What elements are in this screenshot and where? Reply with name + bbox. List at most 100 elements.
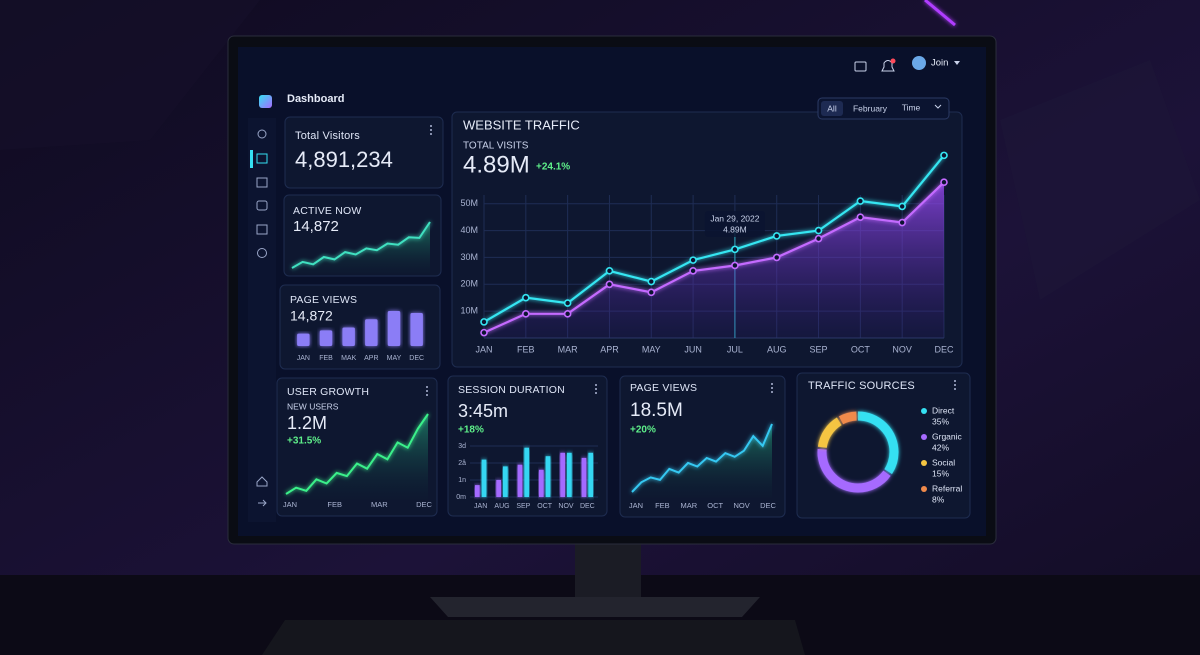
kpi-value: 1.2M — [287, 413, 327, 433]
menu-dot[interactable] — [954, 388, 956, 390]
nav-icon[interactable] — [256, 177, 268, 188]
card-subtitle: NEW USERS — [287, 401, 339, 411]
menu-dot[interactable] — [954, 384, 956, 386]
kpi-change: +24.1% — [536, 162, 570, 173]
settings-icon[interactable] — [257, 248, 267, 258]
bell-icon[interactable] — [881, 60, 895, 72]
bar — [560, 452, 565, 497]
bar — [496, 480, 501, 497]
filter-option[interactable]: Time — [902, 102, 921, 112]
menu-dot[interactable] — [426, 390, 428, 392]
kpi-value: 14,872 — [290, 308, 333, 324]
menu-dot[interactable] — [595, 384, 597, 386]
x-tick-label: SEP — [516, 503, 530, 510]
bar — [503, 466, 508, 497]
legend-dot — [921, 408, 927, 414]
legend-label: Grganic — [932, 431, 963, 441]
nav-icon[interactable] — [256, 153, 268, 164]
x-tick-label: JAN — [629, 501, 643, 510]
point — [689, 267, 697, 275]
bar — [524, 447, 530, 497]
bar — [410, 313, 423, 346]
nav-icon[interactable] — [256, 200, 268, 211]
kpi-value: 4.89M — [463, 151, 530, 178]
user-caret[interactable] — [954, 61, 960, 65]
card-subtitle: TOTAL VISITS — [463, 141, 529, 152]
menu-dot[interactable] — [771, 383, 773, 385]
y-tick-label: 2â — [458, 460, 466, 467]
card-title: PAGE VIEWS — [630, 382, 697, 394]
x-tick-label: OCT — [707, 501, 723, 510]
menu-dot[interactable] — [430, 129, 432, 131]
nav-icon[interactable] — [256, 224, 268, 235]
y-tick-label: 20M — [460, 279, 478, 289]
point — [940, 178, 948, 187]
point — [814, 226, 823, 235]
avatar[interactable] — [912, 56, 926, 70]
x-tick-label: DEC — [580, 503, 595, 510]
x-tick-label: MAR — [558, 344, 579, 354]
kpi-change: +31.5% — [287, 436, 321, 447]
donut-segment — [817, 411, 899, 493]
card-title: ACTIVE NOW — [293, 205, 362, 217]
x-tick-label: APR — [364, 355, 378, 362]
legend-dot — [921, 486, 927, 492]
kpi-value: 3:45m — [458, 401, 508, 421]
legend-value: 8% — [932, 494, 945, 504]
filter-bar — [817, 97, 950, 120]
x-tick-label: JUL — [727, 344, 743, 354]
point — [605, 267, 614, 275]
point — [689, 256, 697, 264]
menu-dot[interactable] — [954, 380, 956, 382]
wall-panel — [0, 0, 260, 150]
home-icon[interactable] — [256, 476, 268, 487]
y-tick-label: 10M — [460, 306, 478, 316]
notification-dot — [890, 58, 896, 64]
y-tick-label: 3d — [458, 443, 466, 450]
legend-label: Referral — [932, 483, 962, 493]
x-tick-label: DEC — [934, 344, 954, 354]
area — [292, 222, 430, 274]
x-tick-label: DEC — [409, 355, 424, 362]
filter-option[interactable]: February — [853, 103, 888, 113]
legend-value: 42% — [932, 442, 949, 452]
bar — [581, 457, 587, 497]
point — [898, 202, 906, 211]
point — [772, 253, 781, 262]
user-name[interactable]: Join — [931, 58, 948, 69]
area — [484, 182, 944, 338]
page-title: Dashboard — [287, 93, 344, 105]
point — [605, 280, 614, 289]
kpi-change: +18% — [458, 425, 484, 436]
y-tick-label: 40M — [460, 225, 478, 235]
menu-dot[interactable] — [595, 392, 597, 394]
active-indicator — [250, 150, 253, 168]
logout-icon[interactable] — [258, 499, 267, 507]
filter-caret[interactable] — [934, 104, 942, 109]
legend-dot — [921, 434, 927, 440]
menu-dot[interactable] — [426, 386, 428, 388]
card-menus — [426, 125, 956, 396]
x-tick-label: JUN — [684, 344, 702, 354]
menu-dot[interactable] — [771, 391, 773, 393]
point — [856, 213, 865, 221]
mail-icon[interactable] — [854, 61, 867, 72]
area — [632, 424, 772, 498]
search-icon[interactable] — [257, 129, 267, 139]
menu-dot[interactable] — [430, 133, 432, 135]
menu-dot[interactable] — [595, 388, 597, 390]
point — [522, 293, 530, 302]
menu-dot[interactable] — [430, 125, 432, 127]
y-tick-label: 1n — [458, 477, 466, 484]
menu-dot[interactable] — [771, 387, 773, 389]
point — [898, 218, 906, 227]
x-tick-label: JAN — [475, 344, 492, 354]
x-tick-label: AUG — [767, 344, 787, 354]
menu-dot[interactable] — [426, 394, 428, 396]
filter-option[interactable]: All — [827, 103, 837, 113]
tooltip-value: 4.89M — [723, 224, 747, 234]
point — [563, 299, 572, 307]
wall-panel — [1000, 60, 1200, 300]
keyboard — [262, 620, 805, 655]
